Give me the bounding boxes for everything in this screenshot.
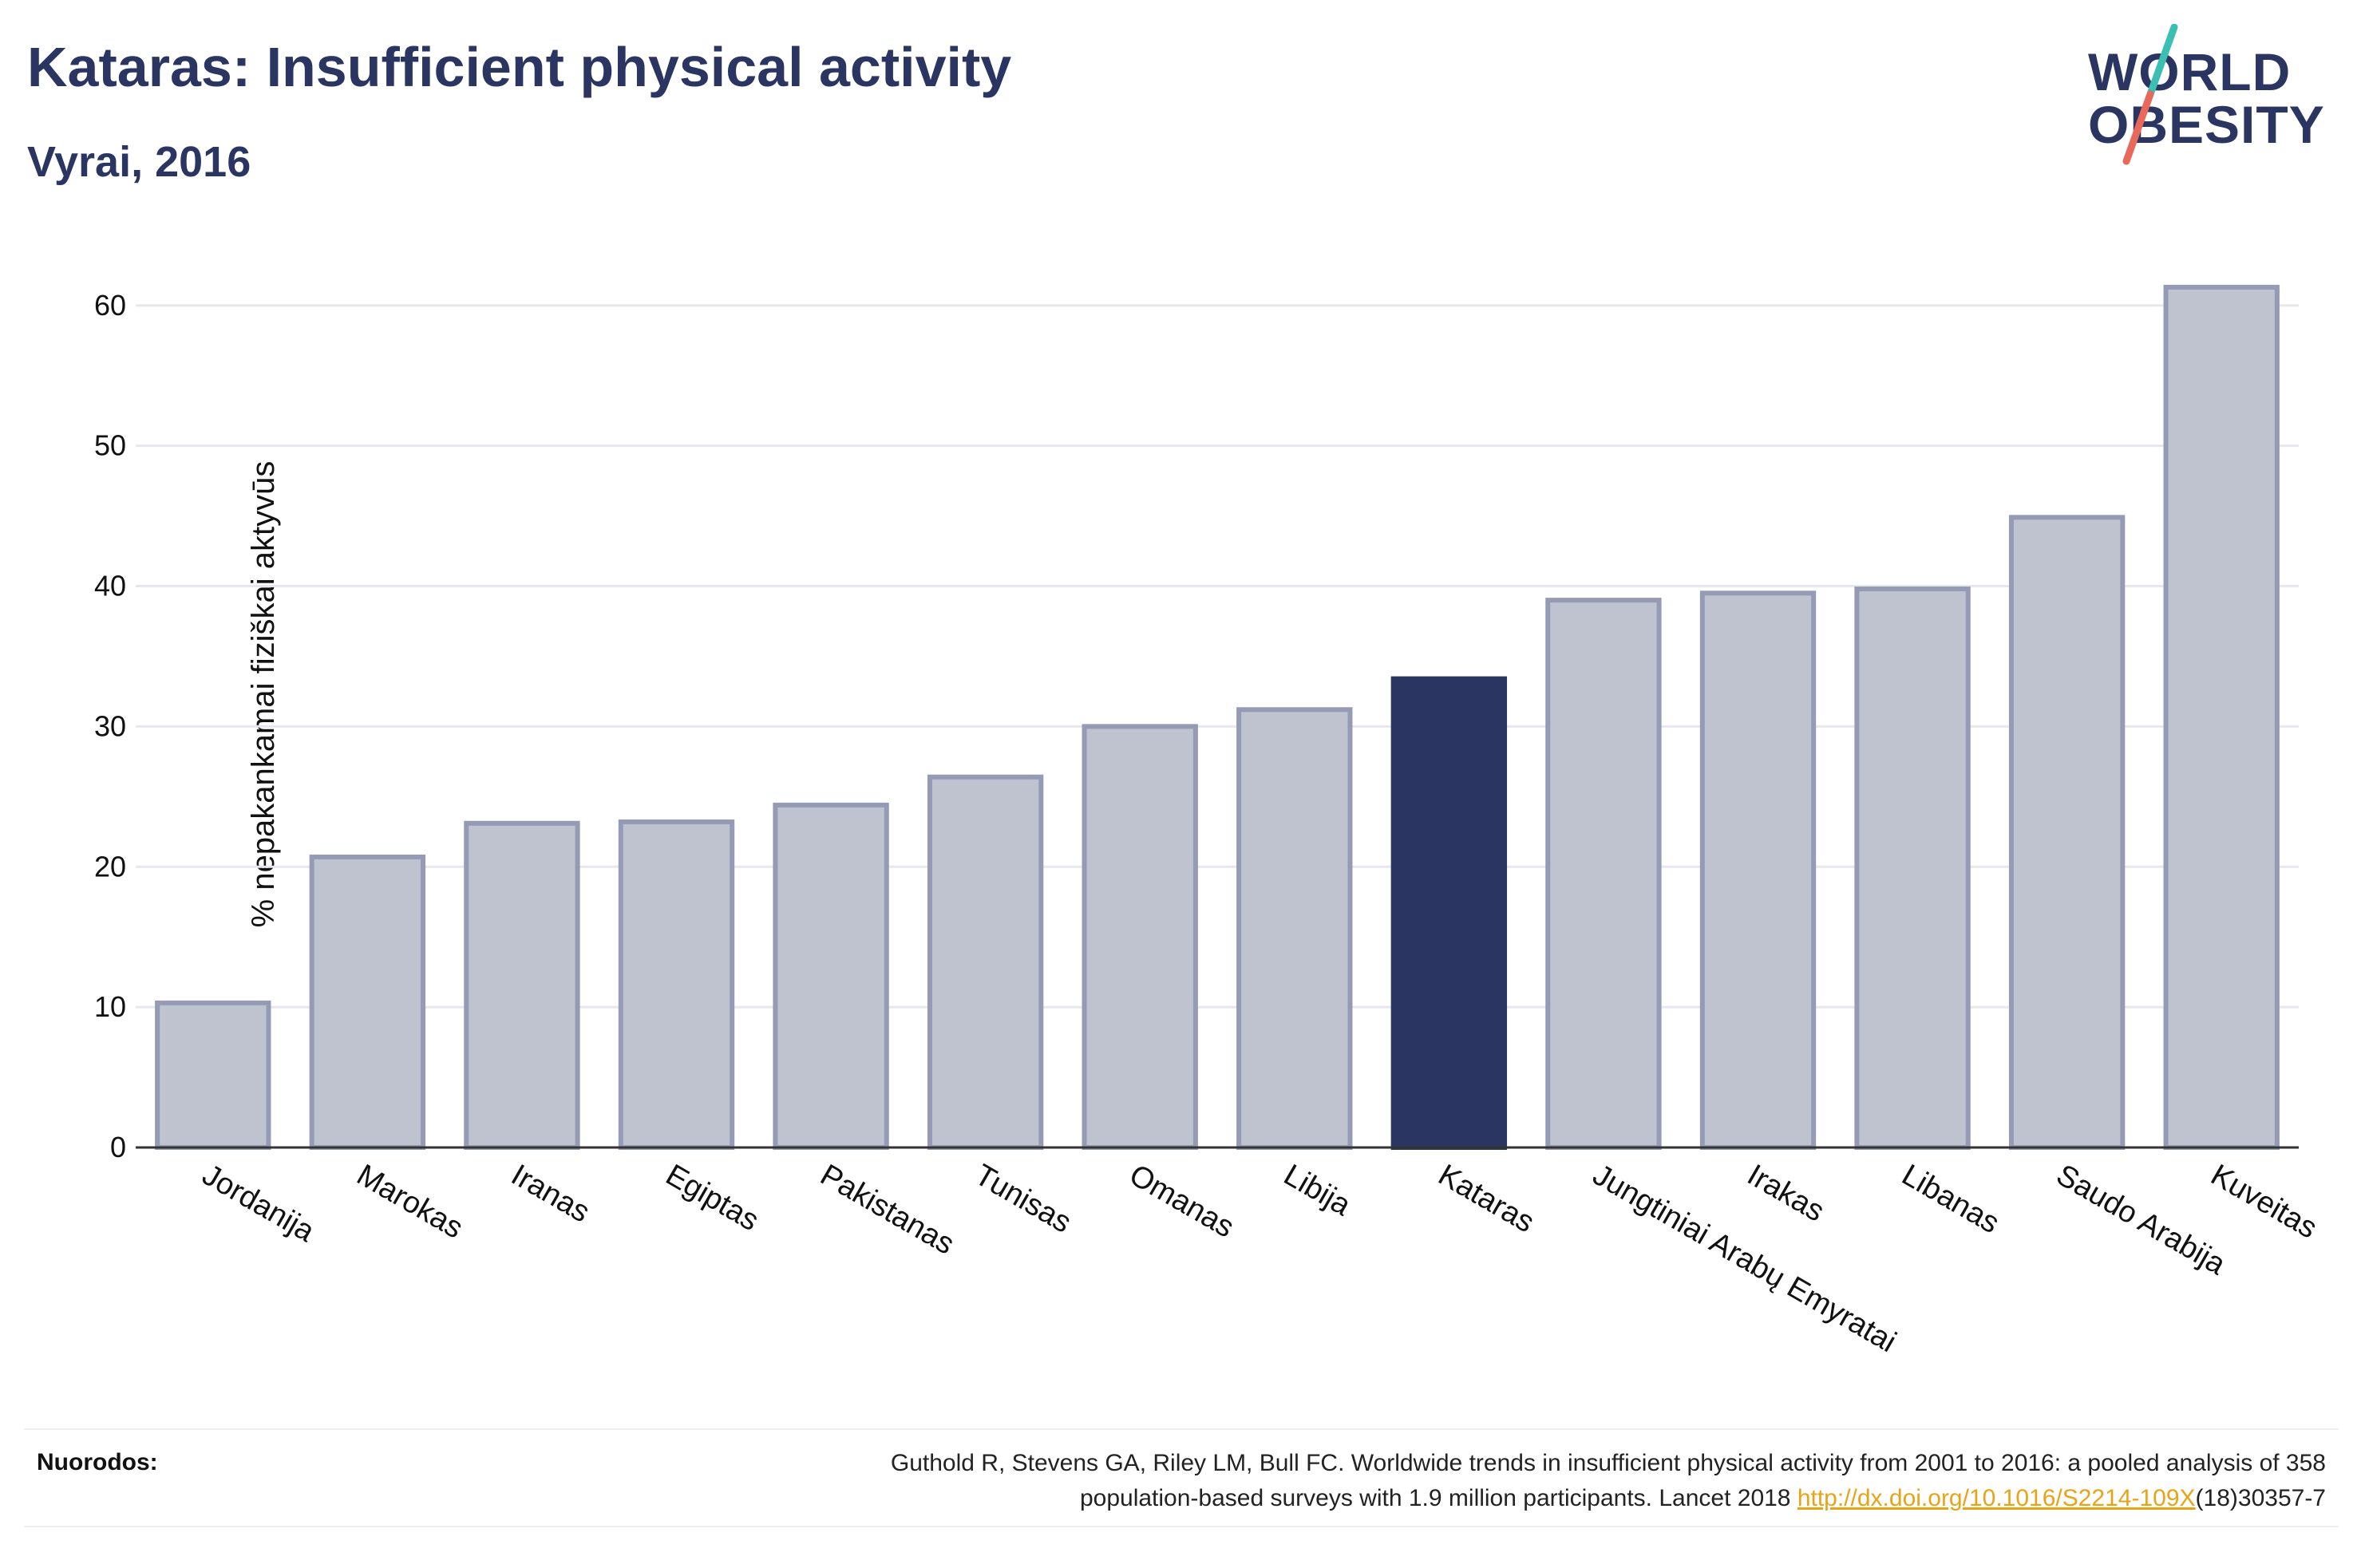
- logo-text-obesity: OBESITY: [2088, 95, 2325, 154]
- x-tick-label: Iranas: [505, 1158, 595, 1229]
- y-tick-label: 50: [94, 429, 126, 462]
- y-tick-label: 0: [110, 1131, 126, 1163]
- x-tick-label: Pakistanas: [815, 1158, 960, 1261]
- x-tick-label: Omanas: [1124, 1158, 1240, 1244]
- y-tick-label: 40: [94, 570, 126, 602]
- references-label: Nuorodos:: [37, 1449, 158, 1475]
- footer-divider-top: [24, 1428, 2339, 1430]
- bar: [2008, 515, 2126, 1151]
- y-tick-label: 60: [94, 289, 126, 322]
- chart-title: Kataras: Insufficient physical activity: [27, 36, 1012, 98]
- world-obesity-logo: WORLD OBESITY: [2075, 24, 2347, 168]
- bar: [1390, 676, 1508, 1150]
- references-text-line1: Guthold R, Stevens GA, Riley LM, Bull FC…: [890, 1450, 2326, 1476]
- bar: [1545, 598, 1662, 1151]
- bar: [1854, 587, 1971, 1150]
- bar: [2163, 284, 2280, 1150]
- x-tick-label: Marokas: [351, 1158, 469, 1245]
- bar: [1082, 724, 1198, 1150]
- y-tick-label: 10: [94, 990, 126, 1023]
- x-tick-label: Libija: [1278, 1158, 1357, 1222]
- logo-text-world: WORLD: [2088, 42, 2292, 101]
- x-tick-label: Tunisas: [969, 1158, 1077, 1239]
- bar: [927, 774, 1044, 1150]
- references-text: Guthold R, Stevens GA, Riley LM, Bull FC…: [490, 1446, 2326, 1516]
- references-doi-link[interactable]: http://dx.doi.org/10.1016/S2214-109X: [1797, 1485, 2196, 1511]
- logo-slash-icon: [2122, 24, 2178, 165]
- x-tick-label: Saudo Arabija: [2051, 1158, 2232, 1282]
- references-text-line3: (18)30357-7: [2195, 1485, 2326, 1511]
- chart-subtitle: Vyrai, 2016: [27, 138, 251, 186]
- x-tick-label: Kuveitas: [2205, 1158, 2323, 1245]
- x-tick-label: Irakas: [1742, 1158, 1830, 1228]
- x-tick-label: Kataras: [1433, 1158, 1540, 1239]
- bar: [464, 820, 580, 1150]
- bar: [1699, 590, 1817, 1150]
- footer-divider-bottom: [24, 1526, 2339, 1527]
- bar: [773, 802, 889, 1150]
- bar: [1236, 707, 1353, 1150]
- y-tick-label: 30: [94, 709, 126, 742]
- x-tick-label: Libanas: [1896, 1158, 2005, 1240]
- bar: [155, 1000, 271, 1150]
- bar-chart: 0 10 20 30 40 50 60 Jordanija Marokas Iranas Egipt…: [94, 284, 2323, 1359]
- bar: [309, 854, 426, 1150]
- bar: [618, 819, 735, 1150]
- references-text-line2: population-based surveys with 1.9 millio…: [1079, 1485, 1797, 1511]
- y-tick-label: 20: [94, 850, 126, 883]
- x-tick-label: Jordanija: [196, 1158, 320, 1249]
- x-tick-label: Egiptas: [660, 1158, 765, 1238]
